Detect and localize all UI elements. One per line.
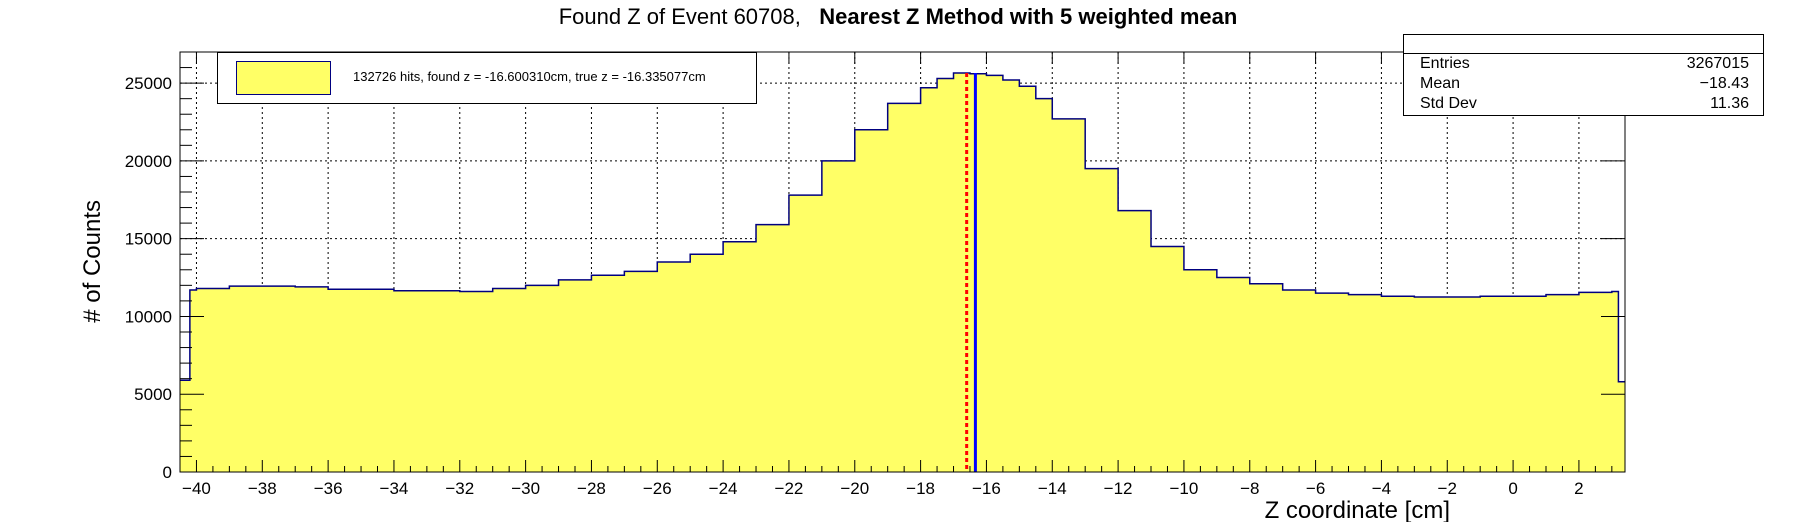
x-tick-label: −12 xyxy=(1104,479,1133,498)
stats-value: −18.43 xyxy=(1699,75,1749,92)
stats-value: 3267015 xyxy=(1686,55,1749,72)
y-tick-label: 20000 xyxy=(125,152,172,171)
x-tick-label: −10 xyxy=(1170,479,1199,498)
legend: 132726 hits, found z = -16.600310cm, tru… xyxy=(217,52,757,104)
y-tick-label: 15000 xyxy=(125,230,172,249)
histogram-fill xyxy=(180,73,1625,472)
legend-entry: 132726 hits, found z = -16.600310cm, tru… xyxy=(353,69,706,84)
x-tick-label: −18 xyxy=(906,479,935,498)
stats-value: 11.36 xyxy=(1710,95,1749,112)
x-tick-label: −30 xyxy=(511,479,540,498)
x-tick-label: −36 xyxy=(314,479,343,498)
stats-box: Entries 3267015 Mean −18.43 Std Dev 11.3… xyxy=(1403,34,1764,116)
x-tick-label: −26 xyxy=(643,479,672,498)
x-tick-label: −34 xyxy=(380,479,409,498)
stats-label: Std Dev xyxy=(1420,95,1477,112)
x-tick-label: −4 xyxy=(1372,479,1391,498)
stats-row-entries: Entries 3267015 xyxy=(1404,54,1763,74)
plot-frame xyxy=(179,51,1626,473)
stats-row-stddev: Std Dev 11.36 xyxy=(1404,94,1763,114)
x-tick-label: 0 xyxy=(1508,479,1517,498)
x-tick-label: −22 xyxy=(775,479,804,498)
y-axis-label: # of Counts xyxy=(79,200,106,323)
x-tick-label: −6 xyxy=(1306,479,1325,498)
x-tick-label: −32 xyxy=(445,479,474,498)
histogram-outline xyxy=(180,72,1625,383)
stats-label: Mean xyxy=(1420,75,1461,92)
x-tick-label: −8 xyxy=(1240,479,1259,498)
stats-header xyxy=(1404,35,1763,54)
title-bold: Nearest Z Method with 5 weighted mean xyxy=(819,4,1238,29)
y-tick-label: 10000 xyxy=(125,307,172,326)
x-tick-label: −2 xyxy=(1438,479,1457,498)
y-tick-label: 5000 xyxy=(134,385,172,404)
title-prefix: Found Z of Event 60708, xyxy=(558,4,801,29)
x-tick-label: −28 xyxy=(577,479,606,498)
y-tick-label: 25000 xyxy=(125,74,172,93)
x-tick-label: −40 xyxy=(182,479,211,498)
x-axis-label: Z coordinate [cm] xyxy=(1265,497,1450,522)
x-tick-label: −14 xyxy=(1038,479,1067,498)
x-tick-label: −20 xyxy=(840,479,869,498)
y-tick-label: 0 xyxy=(163,463,172,482)
x-tick-label: −38 xyxy=(248,479,277,498)
legend-swatch xyxy=(236,61,331,95)
x-tick-label: −16 xyxy=(972,479,1001,498)
x-tick-label: −24 xyxy=(709,479,738,498)
chart-title: Found Z of Event 60708, Nearest Z Method… xyxy=(0,4,1796,30)
stats-row-mean: Mean −18.43 xyxy=(1404,74,1763,94)
x-tick-label: 2 xyxy=(1574,479,1583,498)
x-axis: −40 −38 −36 −34 −32 −30 −28 −26 −24 −22 −20 −18 −16−… xyxy=(179,52,1613,498)
stats-label: Entries xyxy=(1420,55,1470,72)
